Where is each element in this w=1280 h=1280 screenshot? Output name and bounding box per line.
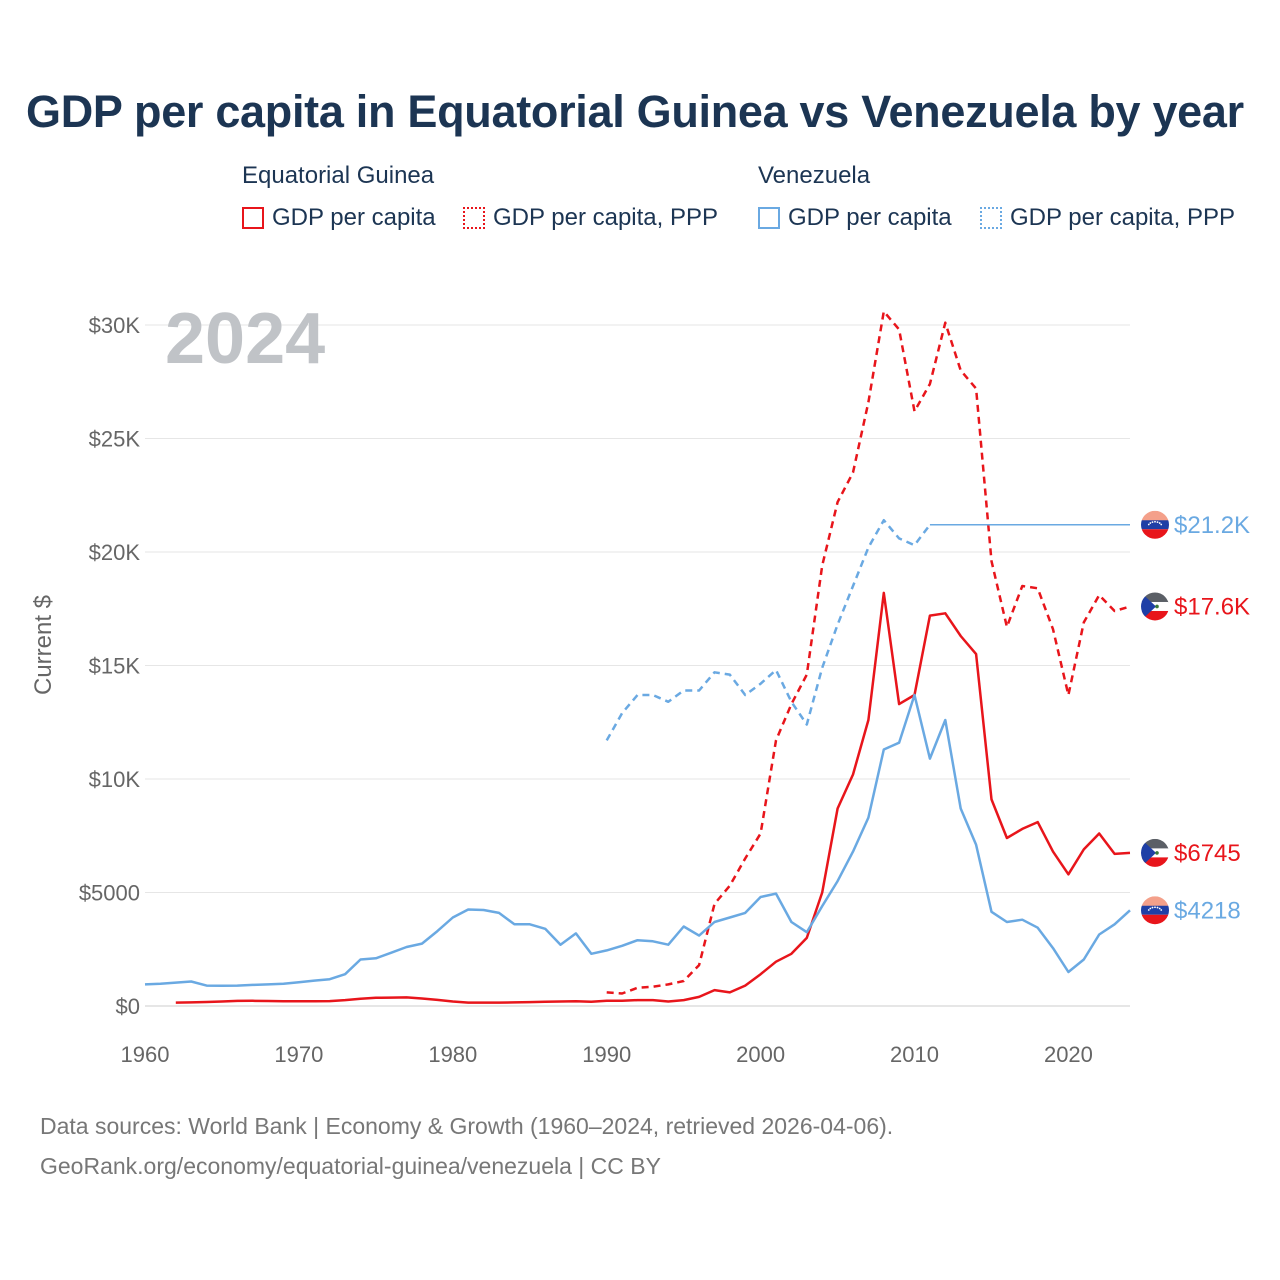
legend-label: GDP per capita [272,204,436,231]
x-tick-label: 1960 [121,1042,170,1067]
legend-label: GDP per capita [788,204,952,231]
source-line-2[interactable]: GeoRank.org/economy/equatorial-guinea/ve… [40,1153,661,1179]
legend-label: GDP per capita, PPP [1010,204,1235,231]
x-tick-label: 2000 [736,1042,785,1067]
legend-group-venezuela: Venezuela [758,162,871,189]
gridlines [145,324,1130,1007]
legend-item-ve-gdp-ppp[interactable]: GDP per capita, PPP [980,204,1235,232]
data-sources: Data sources: World Bank | Economy & Gro… [40,1106,893,1186]
y-tick-label: $10K [89,767,141,792]
legend-group-equatorial-guinea: Equatorial Guinea [242,162,435,189]
source-line-1: Data sources: World Bank | Economy & Gro… [40,1113,894,1139]
series-line-2 [144,693,1131,988]
y-tick-label: $0 [116,994,140,1019]
legend-item-eq-gdp[interactable]: GDP per capita [242,204,436,232]
series-line-1 [606,310,1131,995]
legend-swatch-solid-blue [758,207,780,229]
end-value-label: $4218 [1174,897,1241,924]
end-value-label: $6745 [1174,840,1241,867]
x-tick-label: 2010 [890,1042,939,1067]
x-tick-label: 1970 [274,1042,323,1067]
y-axis: $0 $5000 $10K $15K $20K $25K $30K [79,313,141,1019]
end-value-label: $21.2K [1174,512,1250,539]
series-line-0 [175,591,1131,1004]
x-axis: 1960 1970 1980 1990 2000 2010 2020 [121,1042,1093,1067]
y-tick-label: $20K [89,540,141,565]
chart-title: GDP per capita in Equatorial Guinea vs V… [26,86,1244,137]
flag-icon-equatorial-guinea [1141,838,1169,867]
legend-item-ve-gdp[interactable]: GDP per capita [758,204,952,232]
legend-label: GDP per capita, PPP [493,204,718,231]
y-tick-label: $25K [89,427,141,452]
y-axis-label: Current $ [30,595,57,695]
y-tick-label: $5000 [79,881,140,906]
y-tick-label: $15K [89,654,141,679]
flag-icon-equatorial-guinea [1141,592,1169,621]
series-line-3 [605,518,931,742]
x-tick-label: 1990 [582,1042,631,1067]
flag-icon-venezuela [1141,896,1169,925]
x-tick-label: 1980 [428,1042,477,1067]
flag-icon-venezuela [1141,510,1169,539]
legend-swatch-dotted-red [463,207,485,229]
legend-item-eq-gdp-ppp[interactable]: GDP per capita, PPP [463,204,718,232]
year-label: 2024 [165,299,325,379]
x-tick-label: 2020 [1044,1042,1093,1067]
y-tick-label: $30K [89,313,141,338]
end-markers: $6745 $17.6K $4218 $21.2K [1141,510,1250,925]
legend-swatch-solid-red [242,207,264,229]
legend-swatch-dotted-blue [980,207,1002,229]
end-value-label: $17.6K [1174,593,1250,620]
series-lines [144,310,1131,1004]
